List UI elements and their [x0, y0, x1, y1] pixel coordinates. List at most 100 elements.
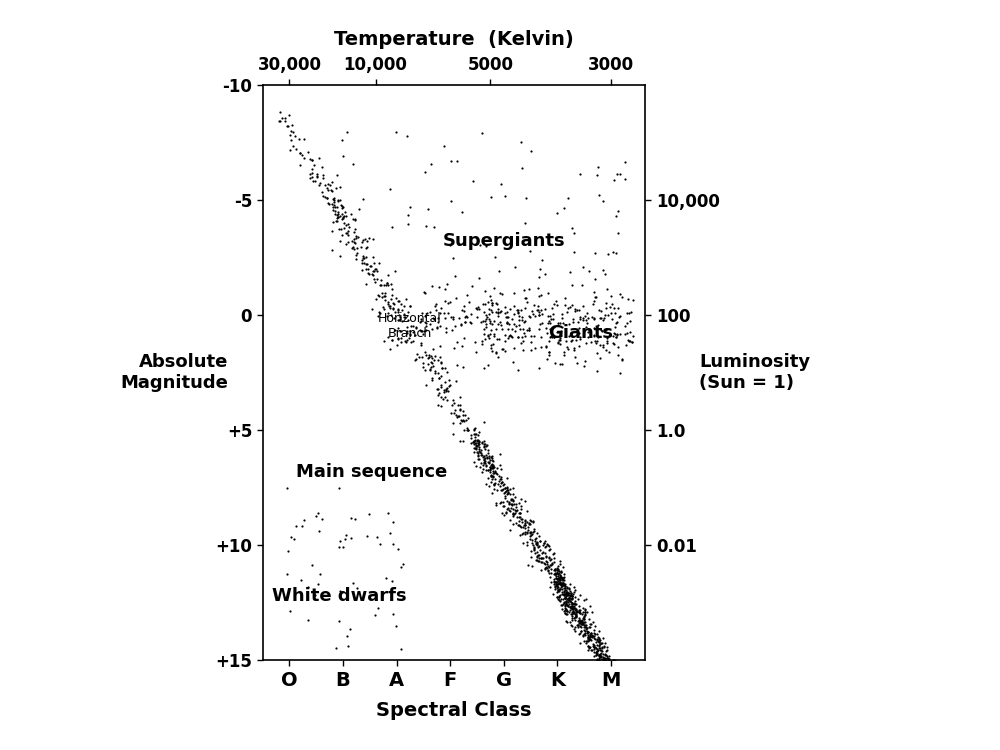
- Point: [545, 548, 561, 560]
- Point: [490, 306, 506, 318]
- Point: [344, 242, 360, 254]
- Point: [549, 574, 565, 586]
- Point: [582, 628, 598, 640]
- Point: [476, 441, 492, 453]
- Point: [549, 591, 565, 603]
- Point: [522, 518, 538, 530]
- Point: [558, 586, 574, 598]
- Point: [376, 279, 392, 291]
- Point: [396, 311, 412, 323]
- Point: [452, 404, 468, 416]
- Point: [483, 191, 499, 203]
- Point: [591, 640, 607, 652]
- Point: [482, 317, 498, 329]
- Point: [541, 552, 557, 564]
- Point: [487, 472, 503, 484]
- Point: [614, 694, 630, 706]
- Point: [557, 580, 573, 592]
- Point: [439, 394, 455, 406]
- Point: [554, 358, 570, 370]
- Point: [576, 616, 592, 628]
- Point: [558, 596, 574, 608]
- Point: [430, 398, 446, 410]
- Point: [610, 669, 626, 681]
- Point: [342, 623, 358, 635]
- Point: [577, 626, 593, 638]
- Point: [547, 564, 563, 576]
- Point: [533, 304, 549, 316]
- Point: [418, 320, 434, 332]
- Point: [565, 601, 581, 613]
- Point: [583, 628, 599, 640]
- Point: [471, 426, 487, 438]
- Point: [583, 618, 599, 630]
- Y-axis label: Luminosity
(Sun = 1): Luminosity (Sun = 1): [699, 353, 810, 392]
- Point: [511, 320, 527, 332]
- Point: [492, 479, 508, 491]
- Point: [412, 324, 428, 336]
- Point: [274, 112, 290, 124]
- Point: [346, 236, 362, 248]
- Point: [539, 538, 555, 550]
- Point: [568, 610, 584, 622]
- Point: [555, 574, 571, 586]
- Point: [505, 507, 521, 519]
- Point: [605, 329, 621, 341]
- Point: [574, 616, 590, 628]
- Point: [560, 590, 576, 602]
- Point: [585, 298, 601, 310]
- Point: [517, 528, 533, 540]
- Point: [322, 179, 338, 191]
- Point: [485, 471, 501, 483]
- Point: [603, 658, 619, 670]
- Point: [422, 306, 438, 318]
- Point: [422, 364, 438, 376]
- Point: [467, 431, 483, 443]
- Point: [587, 628, 603, 640]
- Point: [532, 535, 548, 547]
- Point: [602, 301, 618, 313]
- Point: [433, 357, 449, 369]
- Point: [343, 532, 359, 544]
- Point: [529, 538, 545, 550]
- Point: [530, 282, 546, 294]
- Point: [502, 505, 518, 517]
- Point: [407, 355, 423, 367]
- Point: [349, 582, 365, 594]
- Point: [417, 310, 433, 322]
- Point: [480, 330, 496, 342]
- Point: [372, 538, 388, 550]
- Point: [560, 592, 576, 604]
- Point: [425, 343, 441, 355]
- Point: [292, 148, 308, 160]
- Point: [513, 493, 529, 505]
- Point: [576, 610, 592, 622]
- Point: [569, 304, 585, 316]
- Point: [490, 478, 506, 490]
- Point: [396, 300, 412, 312]
- Point: [553, 580, 569, 592]
- Point: [567, 611, 583, 623]
- Point: [618, 702, 634, 714]
- Point: [566, 598, 582, 610]
- Point: [515, 538, 531, 550]
- Point: [552, 584, 568, 596]
- Point: [526, 525, 542, 537]
- Point: [433, 392, 449, 404]
- Point: [607, 307, 623, 319]
- Point: [390, 303, 406, 315]
- Point: [484, 487, 500, 499]
- Point: [456, 300, 472, 312]
- Point: [601, 674, 617, 686]
- Point: [616, 691, 632, 703]
- Point: [552, 571, 568, 583]
- X-axis label: Spectral Class: Spectral Class: [376, 701, 532, 720]
- Point: [597, 667, 613, 679]
- Point: [428, 298, 444, 310]
- Point: [502, 524, 518, 536]
- Point: [285, 140, 301, 152]
- Point: [533, 552, 549, 564]
- Point: [478, 478, 494, 490]
- Point: [482, 315, 498, 327]
- Point: [620, 692, 636, 704]
